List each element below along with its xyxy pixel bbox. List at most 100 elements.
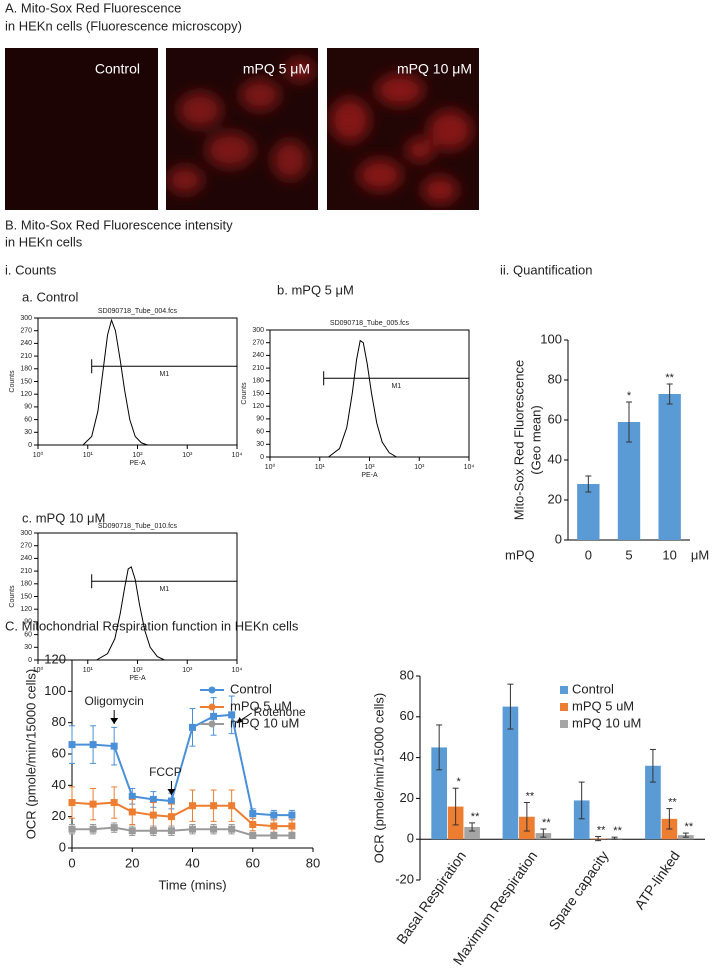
y-tick-label: -20 [395, 871, 414, 886]
histogram-label: b. mPQ 5 μM [277, 282, 354, 297]
data-point [249, 821, 257, 828]
x-tick-label: 40 [185, 855, 199, 870]
x-tick-label: 10 [662, 547, 676, 562]
data-point [68, 825, 76, 833]
y-tick-label: 20 [548, 491, 562, 506]
x-tick-label: 20 [125, 855, 139, 870]
x-tick-label: 0 [585, 547, 592, 562]
data-point [110, 742, 118, 750]
y-tick-label: 180 [20, 366, 32, 373]
bar [431, 747, 448, 840]
y-tick-label: 180 [252, 378, 264, 385]
data-line [82, 318, 148, 446]
y-tick-label: 80 [400, 667, 414, 682]
histogram-label: a. Control [22, 289, 78, 304]
y-tick-label: 60 [548, 411, 562, 426]
chart-title: SD090718_Tube_004.fcs [98, 308, 178, 315]
micrograph [166, 48, 318, 210]
y-tick-label: 240 [252, 352, 264, 359]
data-point [167, 797, 175, 805]
data-point [167, 813, 175, 821]
y-tick-label: 40 [52, 777, 66, 792]
data-point [149, 795, 157, 803]
histogram-label: c. mPQ 10 μM [22, 510, 105, 525]
y-tick-label: 80 [548, 371, 562, 386]
bar [464, 826, 480, 840]
y-axis-label: OCR (pmole/min/15000 cells) [23, 669, 38, 840]
y-tick-label: 120 [20, 606, 32, 613]
y-tick-label: 240 [20, 555, 32, 562]
data-point [228, 825, 236, 833]
bar [658, 394, 681, 540]
x-tick-label: 10¹ [315, 464, 326, 471]
data-point [128, 808, 136, 816]
y-axis-label: (Geo mean) [528, 405, 543, 474]
data-point [189, 825, 196, 833]
x-tick-label: 10⁴ [232, 667, 243, 674]
y-tick-label: 150 [252, 390, 264, 397]
y-tick-label: 0 [407, 831, 414, 846]
y-axis-label: Counts [9, 585, 16, 608]
data-point [210, 712, 218, 720]
data-line [71, 801, 292, 828]
y-tick-label: 40 [548, 451, 562, 466]
x-tick-label: 10⁴ [232, 452, 243, 459]
data-point [249, 810, 257, 818]
x-tick-label: 80 [306, 855, 320, 870]
data-line [72, 713, 292, 817]
significance: * [627, 390, 632, 402]
x-tick-label: 10⁰ [33, 666, 44, 674]
x-tick-label: 10¹ [83, 667, 94, 674]
x-tick-label: 60 [246, 855, 260, 870]
image-label: mPQ 10 μM [397, 61, 472, 77]
section-title: ii. Quantification [500, 262, 593, 277]
arrow-head [110, 718, 119, 724]
data-point [89, 825, 97, 833]
x-axis-label: Time (mins) [158, 877, 226, 892]
legend-label: mPQ 10 uM [572, 715, 641, 730]
y-tick-label: 60 [400, 708, 414, 723]
x-tick-label: 10³ [182, 667, 193, 674]
data-point [110, 799, 118, 807]
x-axis-label: PE-A [129, 675, 146, 682]
legend-marker [208, 703, 216, 711]
data-point [270, 822, 278, 830]
arrow-head [236, 717, 243, 723]
x-tick-label: 10⁰ [265, 463, 276, 471]
chart-title: SD090718_Tube_005.fcs [330, 320, 410, 327]
section-title: i. Counts [5, 262, 57, 277]
image-label: mPQ 5 μM [243, 61, 310, 77]
y-tick-label: 210 [20, 353, 32, 360]
panel-title: A. Mito-Sox Red Fluorescence [5, 0, 181, 15]
data-point [270, 811, 278, 819]
y-axis-label: Mito-Sox Red Fluorescence [511, 360, 526, 520]
gate-label: M1 [159, 371, 169, 378]
gate-label: M1 [159, 586, 169, 593]
y-tick-label: 0 [260, 454, 264, 461]
y-tick-label: 20 [400, 790, 414, 805]
x-tick-label: 10³ [182, 452, 193, 459]
x-axis-label: mPQ [505, 547, 535, 562]
y-tick-label: 100 [540, 331, 562, 346]
legend-label: Control [230, 681, 272, 696]
y-tick-label: 300 [252, 327, 264, 334]
y-tick-label: 240 [20, 340, 32, 347]
x-tick-label: 10² [364, 464, 375, 471]
data-point [89, 800, 97, 808]
y-tick-label: 0 [28, 442, 32, 449]
legend-swatch [560, 720, 568, 728]
y-tick-label: 210 [20, 568, 32, 575]
panel-subtitle: in HEKn cells (Fluorescence microscopy) [5, 18, 242, 33]
significance: ** [526, 790, 535, 802]
data-point [228, 711, 236, 719]
y-tick-label: 300 [20, 530, 32, 537]
legend-label: Control [572, 681, 614, 696]
x-axis-label: PE-A [129, 460, 146, 467]
data-point [189, 723, 196, 731]
y-tick-label: 120 [44, 651, 66, 666]
x-tick-label: 10¹ [83, 452, 94, 459]
data-line [96, 566, 165, 661]
x-tick-label: 10² [132, 452, 143, 459]
y-tick-label: 30 [256, 441, 264, 448]
significance: * [456, 776, 461, 788]
